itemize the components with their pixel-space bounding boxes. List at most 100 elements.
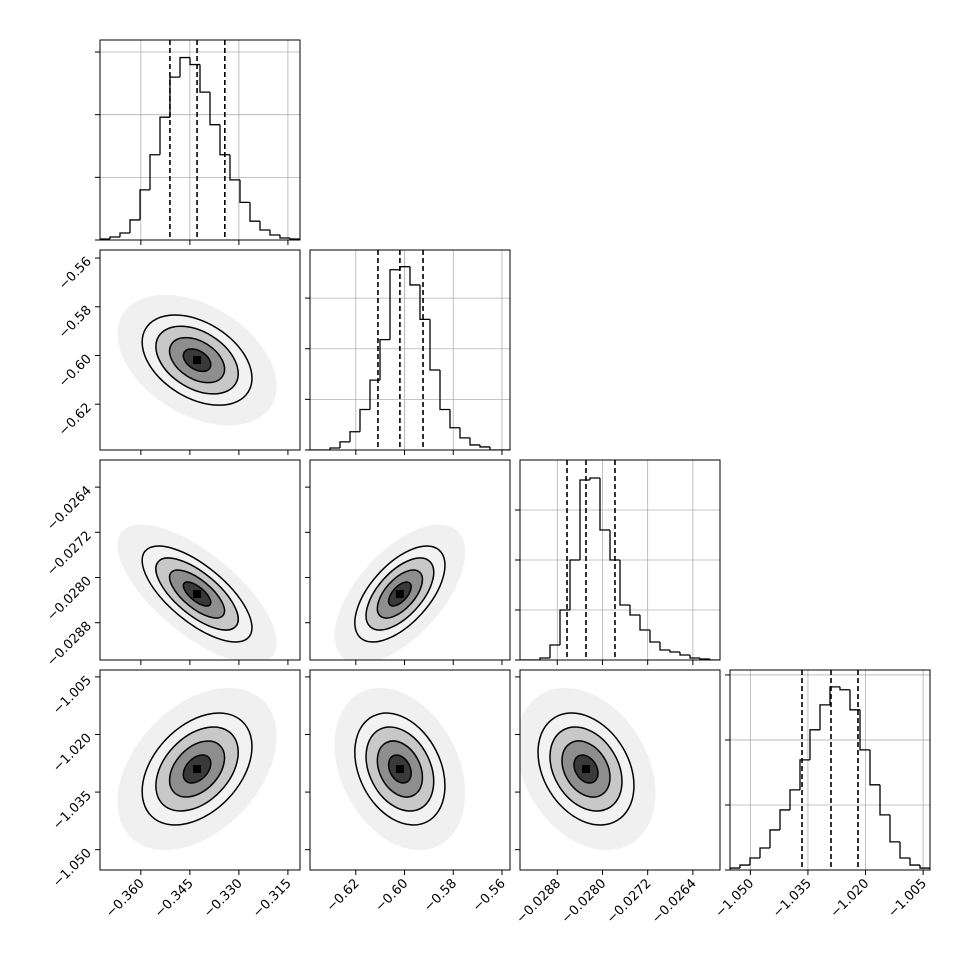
hist-bin bbox=[599, 478, 610, 531]
hist-bin bbox=[649, 630, 660, 643]
panel-clip bbox=[334, 524, 466, 660]
density-peak bbox=[395, 765, 404, 774]
hist-bin bbox=[129, 219, 140, 233]
y-tick-label: −0.0264 bbox=[44, 483, 94, 533]
hist-bin bbox=[159, 116, 170, 155]
hist-axes bbox=[309, 249, 511, 451]
hist-bin bbox=[189, 57, 200, 66]
pair-axes bbox=[99, 249, 301, 451]
contour bbox=[141, 545, 253, 643]
hist-bin bbox=[679, 652, 690, 656]
hist-bin bbox=[399, 266, 410, 270]
hist-bin bbox=[689, 655, 700, 659]
hist-bin bbox=[349, 431, 360, 442]
panel-clip bbox=[310, 250, 510, 450]
x-tick-label: −1.005 bbox=[885, 876, 930, 921]
contour bbox=[354, 545, 446, 643]
x-tick-label: −0.62 bbox=[324, 876, 363, 915]
hist-bin bbox=[609, 530, 620, 561]
pair-axes bbox=[309, 669, 511, 871]
hist-bin bbox=[919, 865, 930, 870]
panel-clip bbox=[117, 687, 277, 851]
hist-bin bbox=[730, 867, 740, 870]
y-tick-label: −1.035 bbox=[50, 788, 95, 833]
panel-clip bbox=[334, 687, 466, 851]
hist-bin bbox=[909, 858, 920, 866]
x-tick-label: −0.315 bbox=[250, 876, 295, 921]
hist-bin bbox=[219, 124, 230, 156]
hist-bin bbox=[829, 686, 840, 705]
hist-bin bbox=[789, 789, 800, 810]
y-tick-label: −0.56 bbox=[56, 254, 95, 293]
hist-bin bbox=[639, 615, 650, 631]
x-tick-label: −0.56 bbox=[470, 876, 509, 915]
pair-axes bbox=[309, 459, 511, 661]
contour bbox=[376, 740, 424, 798]
hist-bin bbox=[589, 477, 600, 480]
hist-bin bbox=[459, 427, 470, 439]
y-tick-label: −1.020 bbox=[50, 731, 95, 776]
hist-bin bbox=[549, 644, 560, 658]
x-tick-label: −1.035 bbox=[770, 876, 815, 921]
contour bbox=[573, 754, 599, 784]
hist-bin bbox=[369, 379, 380, 410]
hist-bin bbox=[439, 370, 450, 411]
hist-bin bbox=[839, 686, 850, 691]
hist-bin bbox=[209, 92, 220, 126]
hist-bin bbox=[429, 319, 440, 371]
contour bbox=[387, 581, 412, 607]
hist-bin bbox=[869, 749, 880, 786]
hist-bin bbox=[479, 444, 490, 448]
hist-bin bbox=[749, 857, 760, 866]
x-tick-label: −0.0264 bbox=[649, 876, 699, 926]
y-tick-label: −0.60 bbox=[56, 352, 95, 391]
hist-bin bbox=[419, 284, 430, 321]
hist-bin bbox=[579, 479, 590, 560]
hist-bin bbox=[409, 266, 420, 286]
x-tick-label: −0.330 bbox=[201, 876, 246, 921]
hist-bin bbox=[269, 229, 280, 236]
contour bbox=[365, 726, 435, 812]
x-tick-label: −0.58 bbox=[421, 876, 460, 915]
hist-bin bbox=[339, 441, 350, 448]
hist-bin bbox=[889, 814, 900, 843]
hist-bin bbox=[239, 179, 250, 204]
hist-bin bbox=[779, 809, 790, 830]
hist-bin bbox=[759, 847, 770, 859]
hist-bin bbox=[149, 154, 160, 190]
hist-bin bbox=[669, 650, 680, 653]
hist-bin bbox=[849, 689, 860, 711]
hist-bin bbox=[489, 446, 500, 450]
hist-bin bbox=[169, 76, 180, 118]
hist-bin bbox=[859, 709, 870, 751]
hist-bin bbox=[259, 221, 270, 231]
density-peak bbox=[193, 590, 202, 599]
density-peak bbox=[193, 356, 202, 365]
x-tick-label: −0.360 bbox=[103, 876, 148, 921]
contour bbox=[354, 712, 446, 826]
contour bbox=[168, 740, 226, 798]
hist-bin bbox=[199, 64, 210, 93]
hist-axes bbox=[99, 39, 301, 241]
x-tick-label: −0.0280 bbox=[559, 876, 609, 926]
y-tick-label: −0.0272 bbox=[44, 529, 94, 579]
hist-bin bbox=[619, 560, 630, 606]
contour bbox=[537, 712, 635, 826]
hist-bin bbox=[809, 729, 820, 760]
hist-bin bbox=[709, 659, 720, 660]
hist-bin bbox=[139, 189, 150, 220]
hist-bin bbox=[699, 658, 710, 660]
panel-clip bbox=[520, 460, 720, 660]
x-tick-label: −0.345 bbox=[152, 876, 197, 921]
x-tick-label: −1.050 bbox=[713, 876, 758, 921]
contour bbox=[182, 754, 212, 784]
hist-bin bbox=[279, 234, 290, 239]
contour bbox=[387, 754, 412, 784]
hist-bin bbox=[659, 642, 670, 651]
contour bbox=[141, 314, 253, 406]
hist-bin bbox=[899, 841, 910, 859]
pair-axes bbox=[99, 669, 301, 871]
density-peak bbox=[193, 765, 202, 774]
hist-bin bbox=[119, 232, 130, 237]
